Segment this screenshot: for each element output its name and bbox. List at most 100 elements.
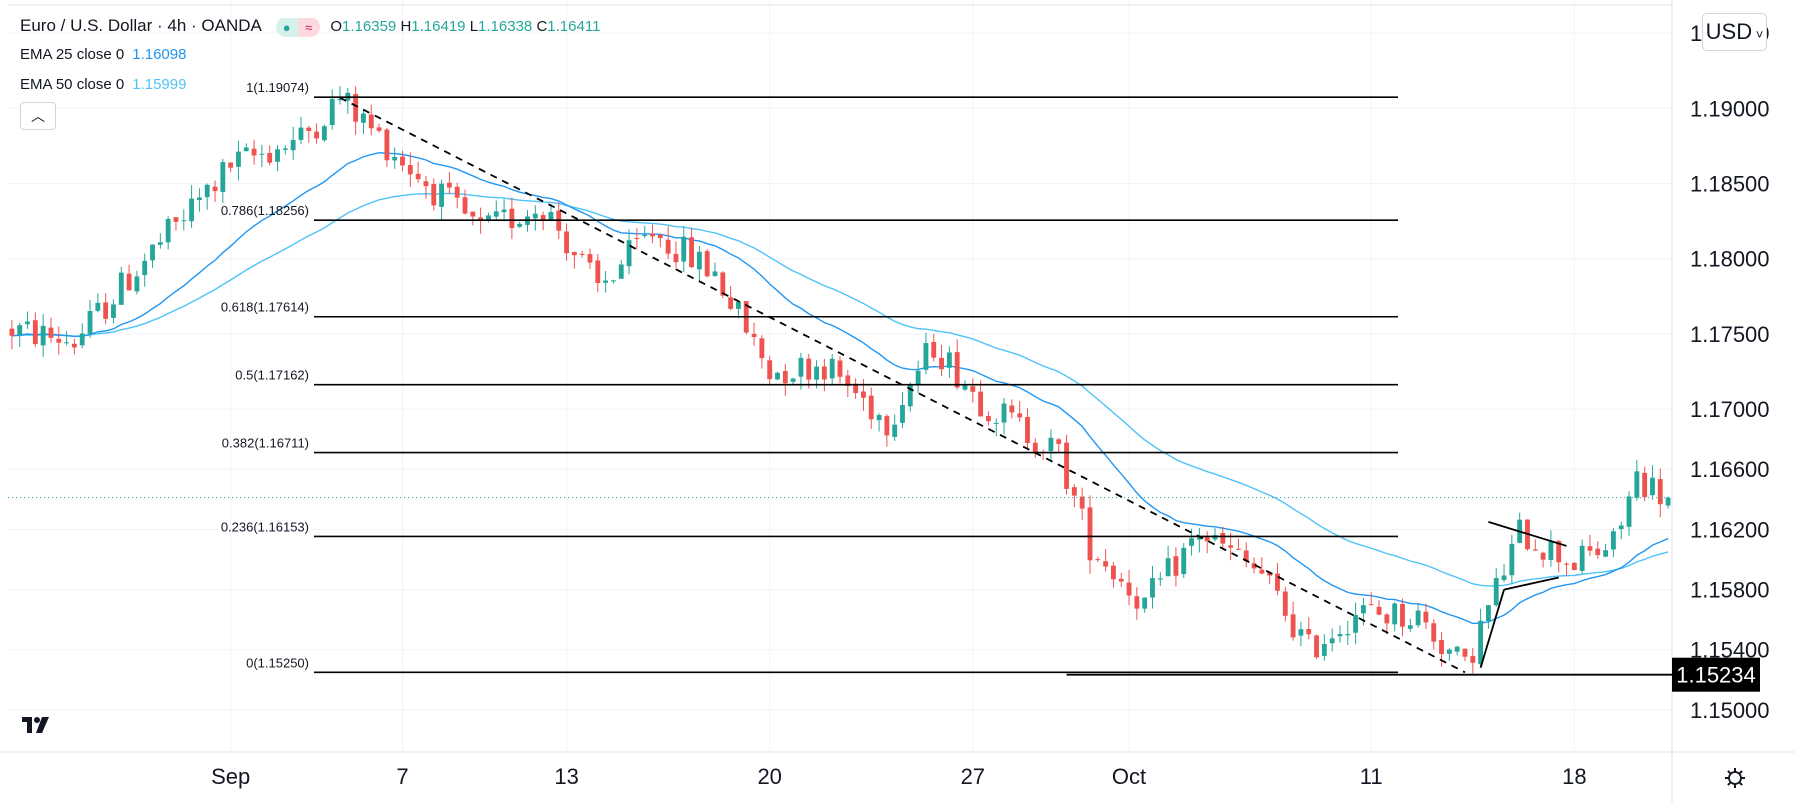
candle[interactable] [423, 175, 429, 199]
candle[interactable] [150, 244, 155, 268]
candle[interactable] [501, 199, 507, 222]
candle[interactable] [1243, 542, 1249, 568]
candle[interactable] [1556, 540, 1562, 573]
candle[interactable] [1650, 465, 1655, 500]
candle[interactable] [1009, 399, 1015, 419]
candle[interactable] [1001, 397, 1007, 435]
candle[interactable] [736, 301, 741, 319]
candle[interactable] [407, 152, 413, 187]
candle[interactable] [939, 344, 944, 377]
candle[interactable] [1454, 645, 1460, 656]
candle[interactable] [1634, 459, 1640, 501]
candle[interactable] [1095, 556, 1101, 562]
candle[interactable] [189, 185, 195, 228]
candle[interactable] [126, 264, 132, 291]
candle[interactable] [400, 150, 405, 172]
candle[interactable] [1228, 532, 1234, 561]
candle[interactable] [1478, 608, 1484, 666]
candle[interactable] [1251, 557, 1257, 574]
candle[interactable] [829, 353, 835, 385]
candle[interactable] [1509, 534, 1515, 585]
candle[interactable] [251, 139, 257, 165]
candle[interactable] [1579, 539, 1585, 574]
ema50-legend[interactable]: EMA 50 close 0 1.15999 [20, 76, 186, 93]
candle[interactable] [40, 314, 46, 357]
candle[interactable] [837, 356, 843, 384]
candle[interactable] [611, 279, 616, 284]
candle[interactable] [243, 143, 249, 152]
candle[interactable] [1431, 619, 1437, 650]
candle[interactable] [439, 179, 444, 220]
candle[interactable] [1079, 487, 1085, 521]
candle[interactable] [634, 228, 640, 250]
symbol-title[interactable]: Euro / U.S. Dollar · 4h · OANDA [20, 16, 261, 35]
candle[interactable] [79, 323, 85, 349]
candle[interactable] [361, 109, 366, 134]
candle[interactable] [1196, 528, 1202, 553]
candle[interactable] [321, 124, 327, 142]
candle[interactable] [56, 326, 62, 355]
candle[interactable] [1314, 634, 1319, 660]
candle[interactable] [181, 209, 187, 231]
candle[interactable] [1595, 541, 1601, 559]
candle[interactable] [775, 371, 780, 381]
candle[interactable] [1282, 586, 1288, 622]
candle[interactable] [978, 380, 984, 417]
candle[interactable] [853, 378, 859, 399]
candle[interactable] [298, 116, 304, 145]
candle[interactable] [986, 411, 991, 426]
candle[interactable] [267, 145, 273, 166]
collapse-legend-button[interactable]: ︿ [20, 102, 56, 130]
candle[interactable] [814, 360, 819, 389]
candle[interactable] [1665, 496, 1671, 509]
tradingview-logo-icon[interactable] [20, 714, 54, 736]
candle[interactable] [1017, 401, 1023, 422]
currency-selector[interactable]: USD ˅ [1702, 13, 1767, 51]
candle[interactable] [509, 197, 515, 240]
candle[interactable] [1181, 543, 1187, 579]
candle[interactable] [376, 123, 382, 133]
candle[interactable] [1103, 549, 1109, 572]
candle[interactable] [548, 204, 554, 222]
candle[interactable] [259, 144, 265, 168]
candle[interactable] [696, 246, 702, 281]
candle[interactable] [868, 387, 874, 429]
candle[interactable] [618, 260, 624, 279]
candle[interactable] [1485, 604, 1491, 629]
candle[interactable] [1446, 648, 1452, 661]
candle[interactable] [1173, 547, 1179, 587]
candle[interactable] [64, 331, 70, 346]
candle[interactable] [111, 299, 116, 324]
candle[interactable] [915, 360, 921, 394]
candle[interactable] [71, 338, 77, 355]
candle[interactable] [1493, 568, 1499, 607]
candle[interactable] [462, 189, 468, 215]
pattern-line[interactable] [1503, 576, 1559, 591]
candle[interactable] [603, 270, 609, 293]
candle[interactable] [1564, 562, 1569, 576]
candle[interactable] [806, 353, 812, 389]
candle[interactable] [1064, 434, 1069, 495]
candle[interactable] [579, 250, 585, 258]
dashed-trendline[interactable] [339, 96, 1466, 674]
candle[interactable] [626, 229, 632, 275]
candle[interactable] [798, 353, 804, 390]
candle[interactable] [657, 234, 663, 248]
candle[interactable] [493, 200, 499, 221]
candle[interactable] [759, 335, 765, 369]
candle[interactable] [157, 233, 163, 249]
candle[interactable] [923, 332, 929, 375]
candle[interactable] [103, 293, 109, 325]
candle[interactable] [751, 322, 757, 346]
candle[interactable] [446, 172, 452, 194]
candle[interactable] [134, 270, 140, 295]
candle[interactable] [1384, 612, 1390, 635]
candle[interactable] [650, 224, 655, 244]
indicator-toggle-pill[interactable]: ● ≈ [275, 17, 320, 37]
candle[interactable] [1392, 602, 1398, 632]
candle[interactable] [165, 216, 171, 250]
candle[interactable] [704, 249, 710, 278]
candle[interactable] [962, 380, 968, 392]
candle[interactable] [993, 418, 999, 437]
candle[interactable] [1142, 597, 1148, 613]
